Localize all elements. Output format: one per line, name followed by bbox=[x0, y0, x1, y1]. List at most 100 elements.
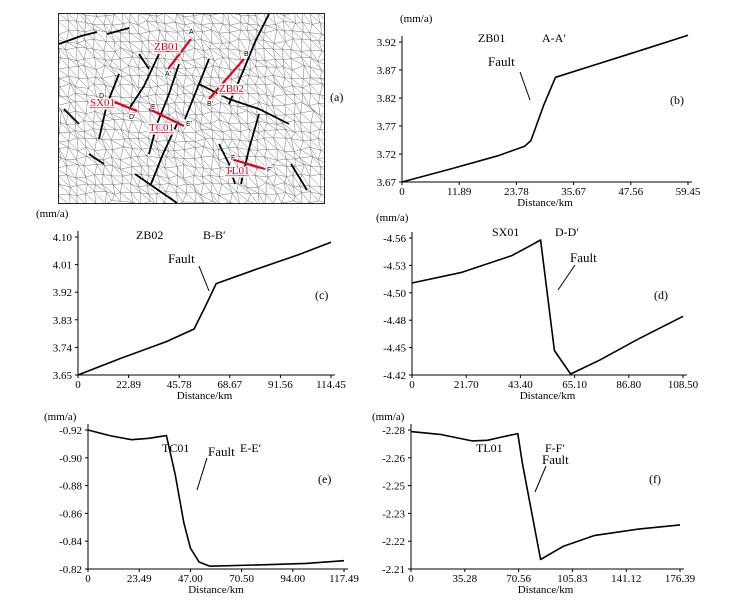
y-tick-label: -0.86 bbox=[59, 508, 82, 520]
data-line bbox=[401, 34, 689, 183]
panel-label: (e) bbox=[318, 472, 331, 486]
x-tick-label: 0 bbox=[85, 573, 91, 585]
fault-pointer bbox=[557, 264, 576, 291]
y-tick-label: 3.92 bbox=[377, 37, 396, 49]
y-tick-label: -2.26 bbox=[382, 453, 405, 465]
profile-line bbox=[230, 157, 266, 171]
data-line bbox=[77, 241, 332, 376]
fault-trace bbox=[59, 31, 98, 45]
panel-label: (c) bbox=[315, 288, 328, 302]
x-tick-label: 47.00 bbox=[178, 573, 203, 585]
y-tick-label: -2.22 bbox=[382, 536, 405, 548]
fault-trace bbox=[128, 53, 160, 110]
x-tick-label: 0 bbox=[409, 379, 415, 391]
x-tick-label: 35.28 bbox=[452, 573, 477, 585]
y-tick-label: -0.82 bbox=[59, 564, 82, 576]
y-tick-label: -0.90 bbox=[59, 453, 82, 465]
x-tick-label: 114.45 bbox=[316, 379, 346, 391]
profile-name: TL01 bbox=[225, 165, 249, 177]
fault-trace bbox=[198, 83, 290, 125]
profile-end-label: D' bbox=[129, 114, 135, 121]
fault-trace bbox=[184, 58, 210, 120]
panel-label: (f) bbox=[649, 472, 661, 486]
y-tick-label: 3.72 bbox=[377, 149, 396, 161]
fault-pointer bbox=[519, 71, 531, 101]
x-tick-label: 91.56 bbox=[268, 379, 293, 391]
profile-start-label: D bbox=[99, 93, 104, 100]
x-tick-label: 0 bbox=[75, 379, 81, 391]
fault-trace bbox=[98, 73, 120, 140]
x-axis-label: Distance/km bbox=[188, 584, 244, 596]
x-tick-label: 70.50 bbox=[229, 573, 254, 585]
y-tick-label: 3.87 bbox=[377, 65, 397, 77]
x-tick-label: 108.50 bbox=[668, 379, 699, 391]
x-tick-label: 22.89 bbox=[116, 379, 141, 391]
x-tick-label: 105.83 bbox=[557, 573, 588, 585]
profile-name: B-B′ bbox=[203, 228, 226, 242]
y-tick-label: 3.67 bbox=[377, 177, 397, 189]
y-tick-label: -0.88 bbox=[59, 481, 82, 493]
profile-line bbox=[167, 38, 192, 70]
y-tick-label: 3.65 bbox=[53, 370, 73, 382]
fault-annotation: Fault bbox=[208, 444, 235, 459]
profile-start-label: E bbox=[151, 104, 156, 111]
y-tick-label: 4.01 bbox=[53, 260, 72, 272]
profile-name: TC01 bbox=[149, 122, 174, 134]
data-line bbox=[410, 430, 681, 561]
y-axis-unit: (mm/a) bbox=[372, 411, 405, 423]
profile-name: F-F′ bbox=[545, 441, 565, 455]
x-tick-label: 117.49 bbox=[329, 573, 359, 585]
chart-tl01: -2.21 -2.22 -2.23 -2.25 -2.26 -2.28 0 35.28 70.5… bbox=[372, 411, 696, 596]
x-tick-label: 94.00 bbox=[280, 573, 305, 585]
x-axis-label: Distance/km bbox=[518, 584, 574, 596]
profile-name: ZB02 bbox=[219, 83, 244, 95]
y-tick-label: 3.92 bbox=[53, 287, 72, 299]
x-tick-label: 45.78 bbox=[167, 379, 192, 391]
y-tick-label: -2.28 bbox=[382, 425, 405, 437]
fault-trace bbox=[134, 173, 178, 203]
mesh-map-panel: ZB01 A A' ZB02 B B' SX01 D D' TC01 E E' TL01 F F' bbox=[58, 13, 325, 204]
y-tick-label: -4.42 bbox=[383, 370, 406, 382]
y-tick-label: -2.23 bbox=[382, 508, 405, 520]
fault-annotation: Fault bbox=[570, 250, 597, 265]
profile-name: D-D′ bbox=[555, 225, 579, 239]
y-tick-label: -2.25 bbox=[382, 481, 405, 493]
x-tick-label: 21.70 bbox=[454, 379, 479, 391]
fault-pointer bbox=[198, 265, 210, 292]
profile-line bbox=[106, 97, 138, 113]
panel-label-a: (a) bbox=[330, 90, 344, 104]
x-tick-label: 59.45 bbox=[676, 186, 701, 198]
fault-trace bbox=[106, 27, 130, 35]
y-tick-label: -4.48 bbox=[383, 315, 406, 327]
x-tick-label: 86.80 bbox=[616, 379, 641, 391]
chart-zb02: 3.65 3.74 3.83 3.92 4.01 4.10 0 22.89 45.78 68.67… bbox=[36, 208, 346, 402]
fault-trace bbox=[63, 108, 80, 125]
chart-tc01: -0.82 -0.84 -0.86 -0.88 -0.90 -0.92 0 23.49 47.0… bbox=[44, 411, 359, 596]
fault-trace bbox=[88, 153, 105, 165]
fault-pointer bbox=[196, 457, 208, 491]
profile-name: SX01 bbox=[90, 97, 115, 109]
profile-end-label: B' bbox=[207, 101, 213, 108]
profile-name: E-E′ bbox=[240, 441, 262, 455]
fault-trace bbox=[290, 163, 308, 191]
fault-trace bbox=[228, 14, 270, 105]
y-tick-label: 3.83 bbox=[53, 315, 73, 327]
x-tick-label: 11.89 bbox=[447, 186, 472, 198]
fault-trace bbox=[218, 143, 236, 185]
y-tick-label: 3.82 bbox=[377, 93, 396, 105]
profile-end-label: A' bbox=[165, 71, 171, 78]
x-tick-label: 23.49 bbox=[127, 573, 152, 585]
x-tick-label: 65.10 bbox=[562, 379, 587, 391]
x-tick-label: 0 bbox=[399, 186, 405, 198]
profile-line bbox=[208, 58, 245, 100]
chart-zb01: 3.67 3.72 3.77 3.82 3.87 3.92 0 11.89 23.78 35.67… bbox=[377, 13, 701, 209]
profile-end-label: F' bbox=[267, 167, 273, 174]
y-axis-unit: (mm/a) bbox=[400, 13, 433, 25]
x-axis-label: Distance/km bbox=[517, 197, 573, 209]
x-tick-label: 176.39 bbox=[665, 573, 696, 585]
y-tick-label: -4.45 bbox=[383, 343, 406, 355]
y-axis-unit: (mm/a) bbox=[44, 411, 77, 423]
profile-start-label: F bbox=[231, 155, 235, 162]
station-name: TC01 bbox=[162, 441, 189, 455]
